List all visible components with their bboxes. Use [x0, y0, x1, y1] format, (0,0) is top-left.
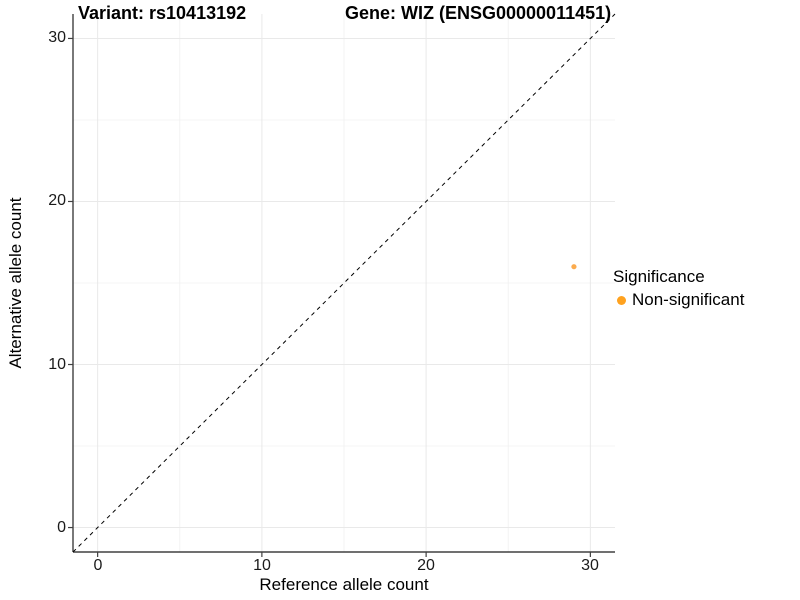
plot-title-gene: Gene: WIZ (ENSG00000011451) [345, 3, 612, 23]
y-tick-label-0: 0 [57, 519, 66, 536]
y-tick-label-20: 20 [48, 192, 66, 209]
x-axis-title: Reference allele count [259, 575, 429, 594]
legend-title: Significance [613, 267, 705, 286]
x-tick-label-10: 10 [253, 557, 271, 574]
y-tick-label-30: 30 [48, 29, 66, 46]
y-axis-title: Alternative allele count [6, 197, 25, 369]
legend: Significance Non-significant [613, 266, 744, 310]
legend-key-dot-icon [617, 295, 626, 305]
y-tick-label-10: 10 [48, 356, 66, 373]
plot-title-variant: Variant: rs10413192 [78, 3, 247, 23]
x-tick-label-30: 30 [581, 557, 599, 574]
legend-entry-non-significant: Non-significant [613, 290, 744, 310]
data-point [571, 264, 577, 270]
legend-entry-label: Non-significant [632, 290, 745, 309]
x-tick-label-0: 0 [93, 557, 103, 574]
x-tick-label-20: 20 [417, 557, 435, 574]
